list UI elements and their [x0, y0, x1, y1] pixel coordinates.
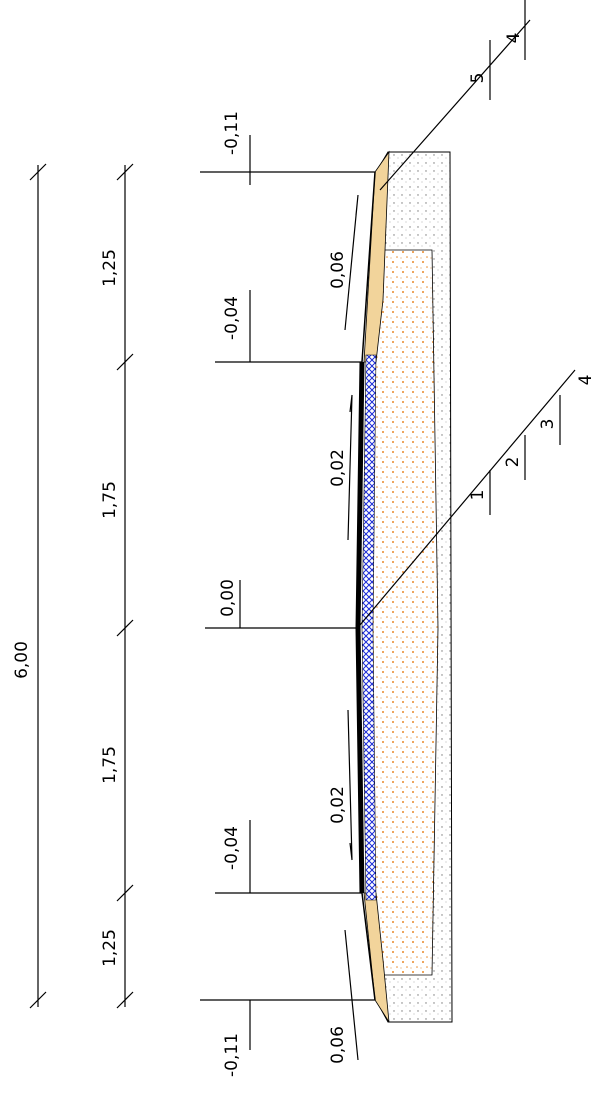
- layer-number: 3: [538, 419, 558, 430]
- layer-number: 2: [503, 457, 523, 468]
- layer-number: 4: [576, 375, 596, 386]
- layer-number: 4: [504, 33, 524, 44]
- elevation-label: -0,11: [222, 111, 242, 155]
- segment-dimension: 1,25: [100, 929, 120, 967]
- elevation-label: 0,00: [218, 579, 238, 617]
- shoulder-top: [363, 150, 390, 363]
- callout-leaders: [359, 0, 576, 626]
- layer-number: 1: [468, 490, 488, 501]
- slope-label: 0,06: [328, 1026, 348, 1064]
- total-dimension: 6,00: [12, 641, 32, 679]
- base-layer: [369, 249, 439, 976]
- slope-arrows: [344, 194, 359, 1061]
- elevation-label: -0,04: [222, 296, 242, 340]
- slope-label: 0,02: [328, 449, 348, 487]
- segment-dimension: 1,75: [100, 481, 120, 519]
- slope-label: 0,02: [328, 786, 348, 824]
- elevation-markers: [200, 135, 375, 1050]
- elevation-label: -0,04: [222, 826, 242, 870]
- binder-layer: [361, 354, 377, 901]
- elevation-label: -0,11: [222, 1033, 242, 1077]
- dimension-lines: [29, 163, 134, 1009]
- layer-number: 5: [468, 73, 488, 84]
- pavement: [355, 361, 365, 894]
- segment-dimension: 1,75: [100, 746, 120, 784]
- slope-label: 0,06: [328, 251, 348, 289]
- segment-dimension: 1,25: [100, 249, 120, 287]
